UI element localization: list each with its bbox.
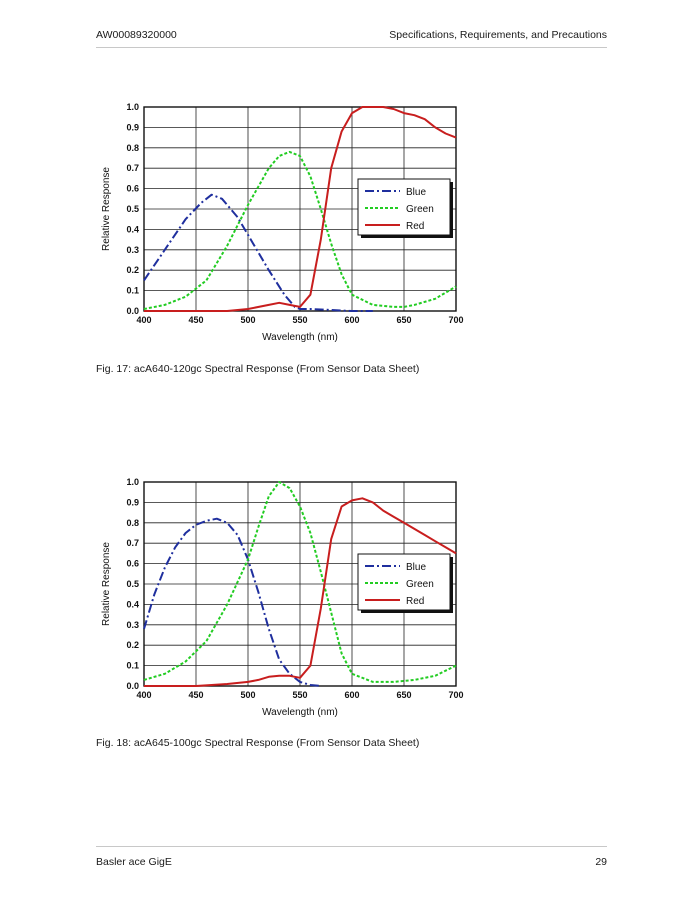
x-axis-label: Wavelength (nm) [262,707,338,718]
legend-label-red: Red [406,221,424,232]
x-tick-label: 400 [136,315,151,325]
y-tick-label: 0.9 [126,497,139,507]
spectral-chart-1: 400 450 500 550 600 650 700 0.0 0.1 0.2 0.3 0.4 0.5 0… [101,102,464,343]
x-tick-label: 450 [188,315,203,325]
y-axis-label: Relative Response [101,167,112,251]
plot-frame [143,106,457,312]
chart-legend: Blue Green Red [357,178,453,238]
x-tick-label: 600 [344,315,359,325]
series-line-red [144,106,457,312]
footer-divider [96,846,607,847]
x-tick-label: 500 [240,315,255,325]
y-tick-label: 0.9 [126,122,139,132]
y-tick-label: 0.3 [126,620,139,630]
y-tick-label: 0.6 [126,184,139,194]
x-tick-label: 650 [396,315,411,325]
y-tick-label: 0.2 [126,640,139,650]
x-tick-label: 700 [448,690,463,700]
y-tick-label: 0.2 [126,265,139,275]
legend-label-red: Red [406,596,424,607]
x-tick-label: 500 [240,690,255,700]
y-tick-label: 0.4 [126,599,139,609]
y-tick-label: 0.7 [126,538,139,548]
page-footer-page-number: 29 [595,856,607,868]
figure-caption-1: Fig. 17: acA640-120gc Spectral Response … [96,363,420,375]
y-tick-label: 0.3 [126,245,139,255]
x-tick-label: 650 [396,690,411,700]
page-header-section: Specifications, Requirements, and Precau… [389,29,607,41]
plot-frame [143,481,457,687]
y-tick-label: 0.8 [126,518,139,528]
x-tick-label: 600 [344,690,359,700]
y-tick-label: 0.0 [126,681,139,691]
y-tick-label: 0.6 [126,559,139,569]
x-tick-label: 550 [292,690,307,700]
y-tick-label: 0.5 [126,579,139,589]
y-tick-label: 0.5 [126,204,139,214]
y-tick-label: 0.8 [126,143,139,153]
y-tick-label: 0.1 [126,661,139,671]
legend-label-blue: Blue [406,562,426,573]
series-line-green [143,481,457,683]
y-tick-label: 1.0 [126,477,139,487]
x-tick-label: 700 [448,315,463,325]
header-divider [96,47,607,48]
y-tick-label: 0.7 [126,163,139,173]
x-axis-label: Wavelength (nm) [262,332,338,343]
legend-label-green: Green [406,204,434,215]
page-header-doc-id: AW00089320000 [96,29,177,41]
y-tick-label: 1.0 [126,102,139,112]
x-tick-label: 400 [136,690,151,700]
x-tick-label: 550 [292,315,307,325]
legend-label-blue: Blue [406,187,426,198]
series-line-red [144,497,457,687]
series-line-blue [143,517,321,687]
figure-caption-2: Fig. 18: acA645-100gc Spectral Response … [96,737,420,749]
series-line-blue [143,193,373,312]
spectral-chart-2: 400 450 500 550 600 650 700 0.0 0.1 0.2 0.3 0.4 0.5 0… [101,477,464,718]
series-line-green [143,150,457,310]
page-footer-product: Basler ace GigE [96,856,172,868]
x-tick-label: 450 [188,690,203,700]
legend-label-green: Green [406,579,434,590]
y-axis-label: Relative Response [101,542,112,626]
chart-legend: Blue Green Red [357,553,453,613]
y-tick-label: 0.4 [126,224,139,234]
y-tick-label: 0.1 [126,286,139,296]
y-tick-label: 0.0 [126,306,139,316]
